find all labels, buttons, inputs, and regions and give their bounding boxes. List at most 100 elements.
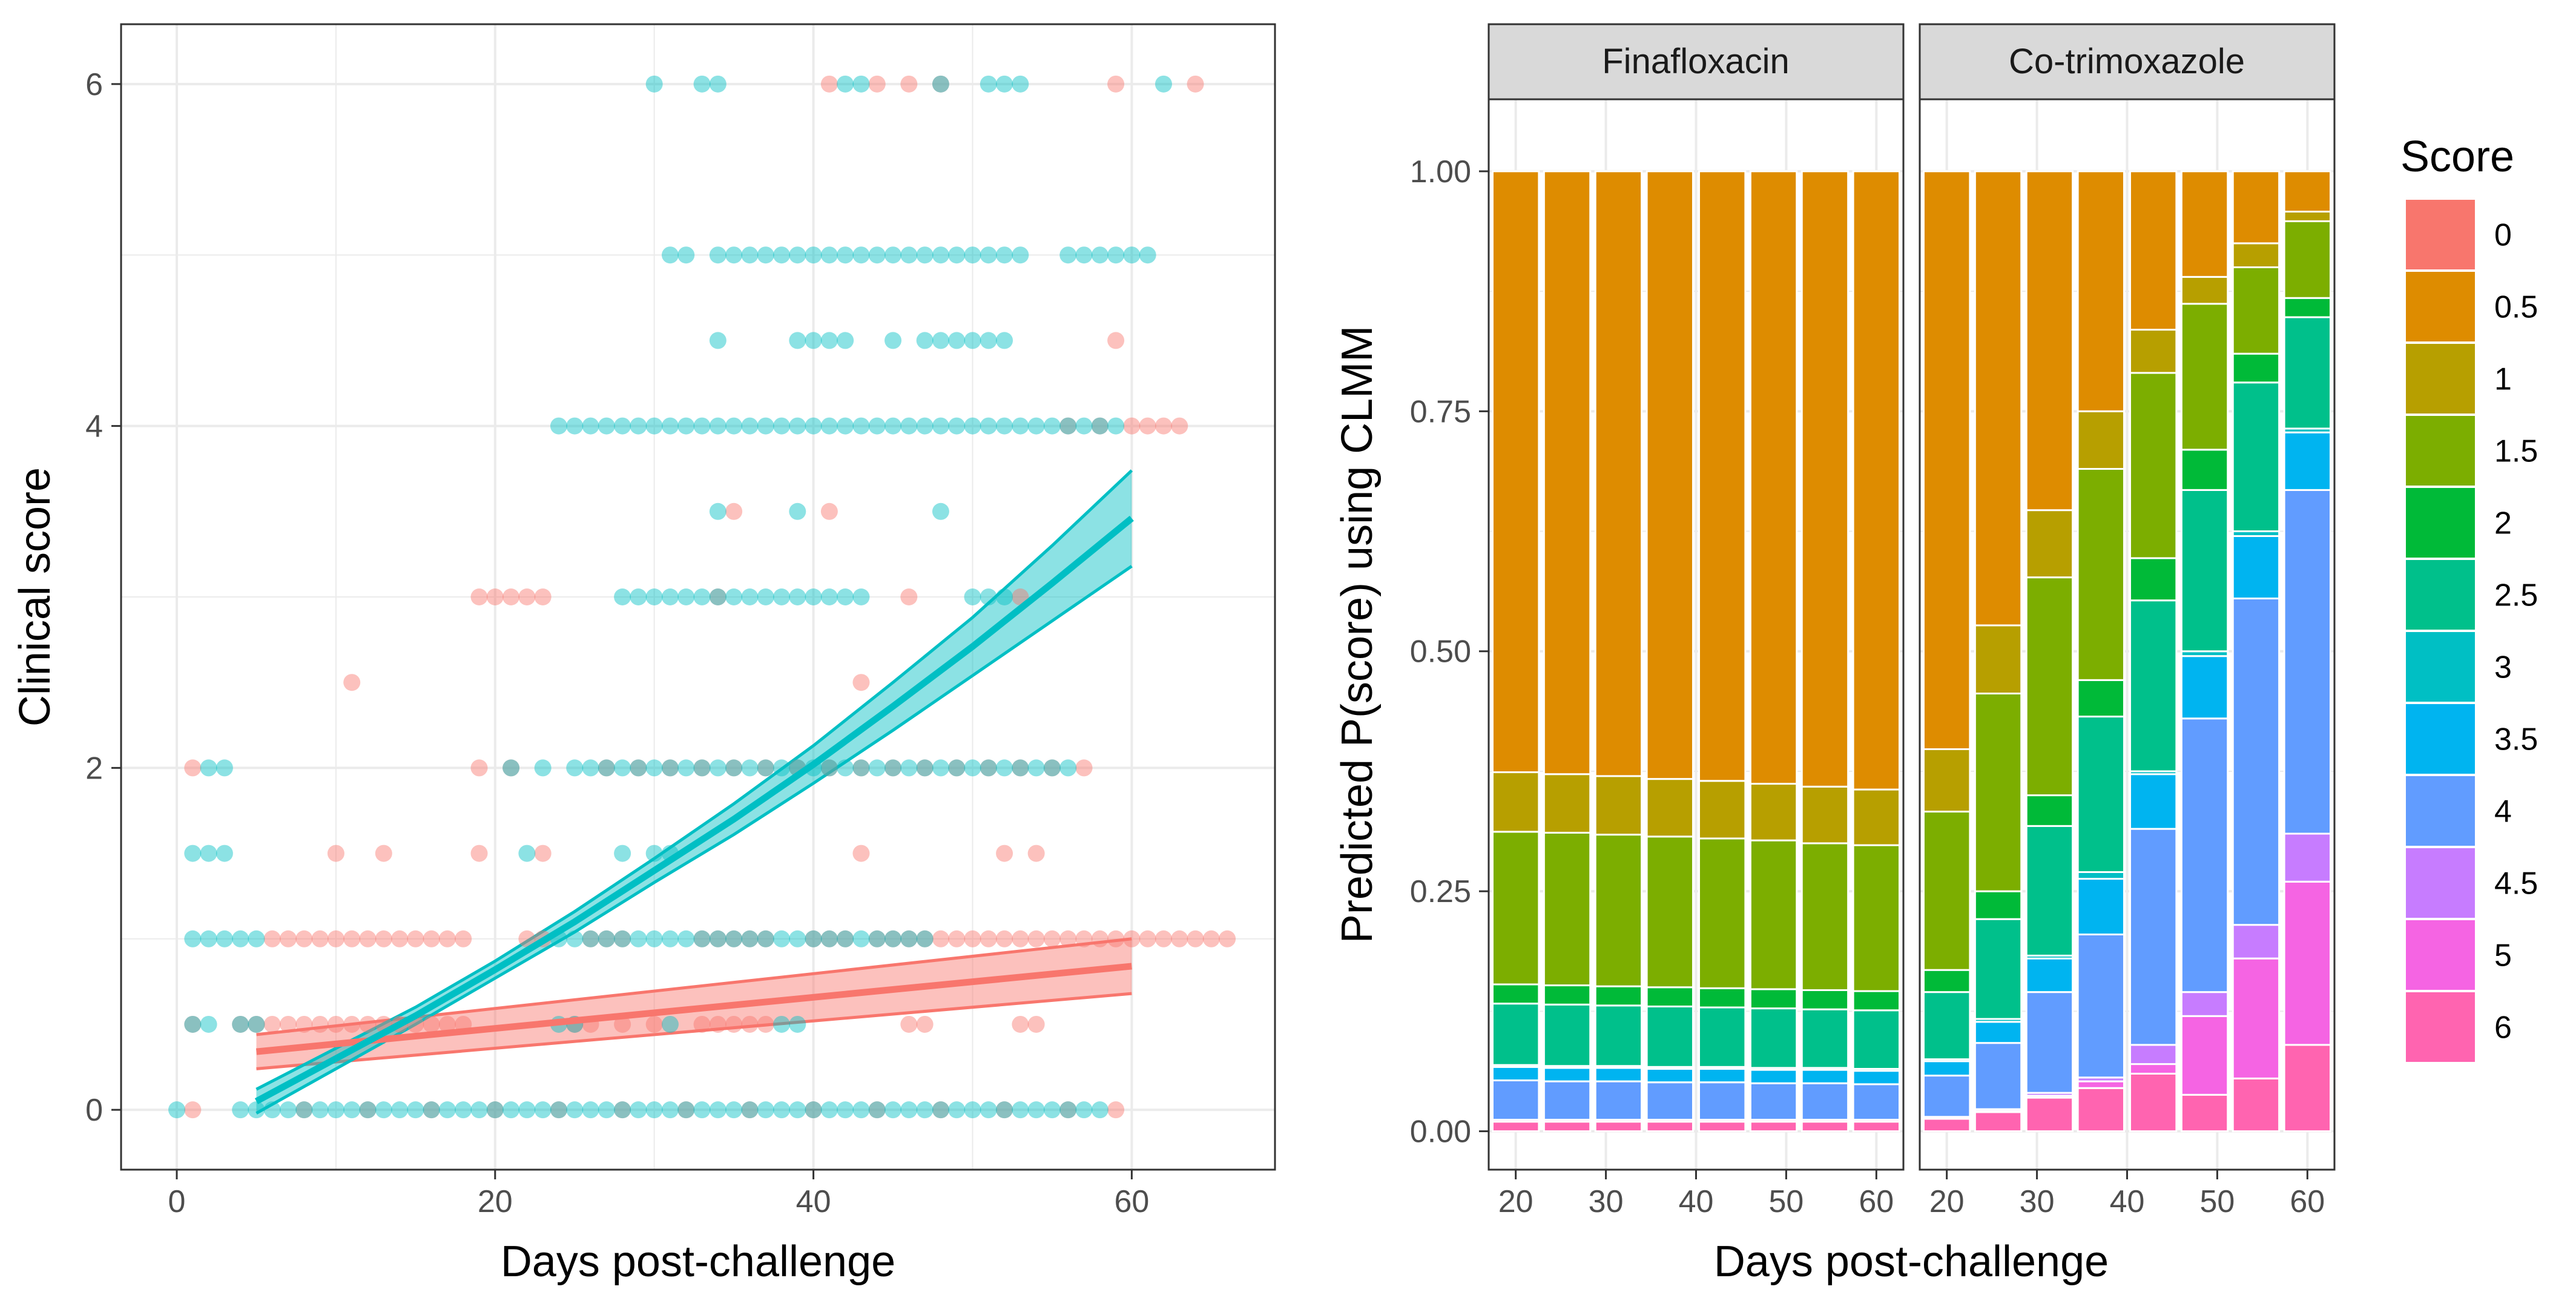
scatter-point — [661, 930, 679, 947]
bar-segment — [2129, 170, 2178, 331]
scatter-point — [1091, 930, 1108, 947]
bar-segment — [1922, 811, 1971, 971]
legend-key — [2403, 558, 2477, 632]
legend-label: 1.5 — [2494, 434, 2538, 469]
scatter-point — [550, 1101, 567, 1119]
bar-segment — [1800, 1082, 1850, 1121]
bar-segment — [2129, 773, 2178, 830]
scatter-point — [550, 1101, 567, 1119]
scatter-point — [661, 1015, 679, 1033]
scatter-point — [295, 1101, 313, 1119]
bar-segment — [1491, 1079, 1540, 1121]
scatter-point — [820, 75, 838, 93]
scatter-point — [709, 930, 726, 947]
scatter-point — [709, 246, 726, 264]
bar-segment — [2283, 832, 2332, 883]
bar-segment — [1491, 1121, 1540, 1133]
scatter-point — [232, 930, 249, 947]
scatter-point — [200, 845, 217, 862]
scatter-point — [741, 1015, 759, 1033]
scatter-point — [693, 930, 711, 947]
y-tick-label: 0.00 — [1410, 1115, 1471, 1150]
bar-segment — [1749, 170, 1798, 785]
bar-segment — [2283, 170, 2332, 213]
scatter-plot-border — [120, 23, 1276, 1171]
fit-line — [254, 515, 1134, 1104]
scatter-point — [263, 1015, 281, 1033]
scatter-point — [1027, 1101, 1045, 1119]
y-tick-label: 1.00 — [1410, 154, 1471, 189]
scatter-point — [248, 930, 265, 947]
scatter-point — [200, 1015, 217, 1033]
scatter-point — [359, 1101, 377, 1119]
bar-segment — [1491, 831, 1540, 986]
scatter-point — [359, 1101, 377, 1119]
scatter-point — [645, 588, 663, 605]
x-tick-label: 40 — [796, 1184, 831, 1219]
bar-segment — [1594, 775, 1643, 836]
scatter-point — [693, 588, 711, 605]
scatter-point — [948, 417, 966, 435]
bar-segment — [2180, 275, 2229, 305]
bar-segment — [2232, 242, 2281, 268]
legend-key — [2403, 846, 2477, 920]
scatter-point — [884, 759, 902, 777]
scatter-point — [614, 1015, 631, 1033]
scatter-point — [1155, 930, 1172, 947]
bar-segment — [1974, 1111, 2023, 1133]
scatter-point — [980, 759, 997, 777]
scatter-point — [837, 246, 854, 264]
scatter-point — [884, 930, 902, 947]
scatter-point — [900, 759, 918, 777]
scatter-points — [168, 75, 1236, 1119]
scatter-point — [518, 1101, 536, 1119]
scatter-point — [900, 930, 918, 947]
scatter-point — [980, 930, 997, 947]
scatter-point — [916, 759, 934, 777]
bar-segment — [2232, 957, 2281, 1079]
scatter-point — [423, 1101, 440, 1119]
scatter-point — [232, 1015, 249, 1033]
bar-segment — [2180, 655, 2229, 720]
scatter-point — [343, 674, 361, 691]
scatter-point — [1059, 417, 1077, 435]
scatter-point — [311, 1101, 329, 1119]
bar-segment — [2180, 717, 2229, 993]
scatter-point — [916, 246, 934, 264]
scatter-point — [709, 332, 726, 349]
legend-label: 4 — [2494, 794, 2512, 829]
scatter-point — [996, 1101, 1013, 1119]
scatter-point — [630, 588, 647, 605]
scatter-point — [423, 930, 440, 947]
facet-bars — [1491, 170, 1901, 1133]
facet-finafloxacin: Finafloxacin 20 30 40 50 60 — [1487, 23, 1905, 1219]
bar-segment — [2077, 934, 2126, 1079]
scatter-point — [645, 930, 663, 947]
scatter-point — [1012, 75, 1029, 93]
scatter-point — [598, 759, 615, 777]
bar-segment — [2180, 170, 2229, 278]
bar-segment — [2283, 211, 2332, 222]
bar-segment — [2025, 576, 2074, 797]
scatter-point — [1059, 1101, 1077, 1119]
y-tick-label: 0.25 — [1410, 874, 1471, 909]
scatter-point — [661, 1101, 679, 1119]
scatter-point — [438, 930, 456, 947]
scatter-point — [630, 1101, 647, 1119]
scatter-point — [1139, 246, 1156, 264]
scatter-point — [280, 1015, 297, 1033]
scatter-point — [1027, 845, 1045, 862]
scatter-point — [1059, 246, 1077, 264]
scatter-point — [741, 246, 759, 264]
scatter-point — [725, 930, 743, 947]
bar-segment — [1852, 1121, 1901, 1133]
bar-segment — [1645, 1068, 1695, 1084]
x-tick-label: 30 — [2020, 1184, 2055, 1219]
legend-key — [2403, 486, 2477, 560]
bar-segment — [1922, 170, 1971, 750]
facet-x-axis: 20 30 40 50 60 — [1929, 1170, 2325, 1219]
scatter-point — [852, 845, 870, 862]
scatter-point — [566, 417, 584, 435]
scatter-point — [248, 1101, 265, 1119]
scatter-point — [789, 930, 806, 947]
